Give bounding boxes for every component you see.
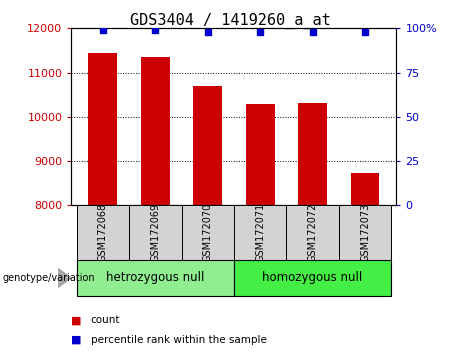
Text: GSM172069: GSM172069: [150, 203, 160, 262]
Text: percentile rank within the sample: percentile rank within the sample: [91, 335, 267, 345]
Polygon shape: [58, 268, 71, 288]
Text: count: count: [91, 315, 120, 325]
Text: GSM172073: GSM172073: [360, 203, 370, 262]
Bar: [298, 103, 327, 205]
Bar: [77, 260, 234, 296]
Text: genotype/variation: genotype/variation: [2, 273, 95, 283]
Bar: [351, 173, 379, 205]
Bar: [339, 205, 391, 260]
Bar: [182, 205, 234, 260]
Text: GDS3404 / 1419260_a_at: GDS3404 / 1419260_a_at: [130, 12, 331, 29]
Bar: [246, 104, 275, 205]
Bar: [89, 53, 117, 205]
Bar: [234, 205, 286, 260]
Text: homozygous null: homozygous null: [262, 272, 363, 284]
Text: GSM172068: GSM172068: [98, 203, 108, 262]
Bar: [141, 57, 170, 205]
Bar: [234, 260, 391, 296]
Text: GSM172070: GSM172070: [203, 203, 213, 262]
Text: GSM172072: GSM172072: [307, 203, 318, 262]
Bar: [193, 86, 222, 205]
Text: GSM172071: GSM172071: [255, 203, 265, 262]
Bar: [77, 205, 129, 260]
Text: ■: ■: [71, 315, 82, 325]
Text: ■: ■: [71, 335, 82, 345]
Text: hetrozygous null: hetrozygous null: [106, 272, 205, 284]
Bar: [286, 205, 339, 260]
Bar: [129, 205, 182, 260]
